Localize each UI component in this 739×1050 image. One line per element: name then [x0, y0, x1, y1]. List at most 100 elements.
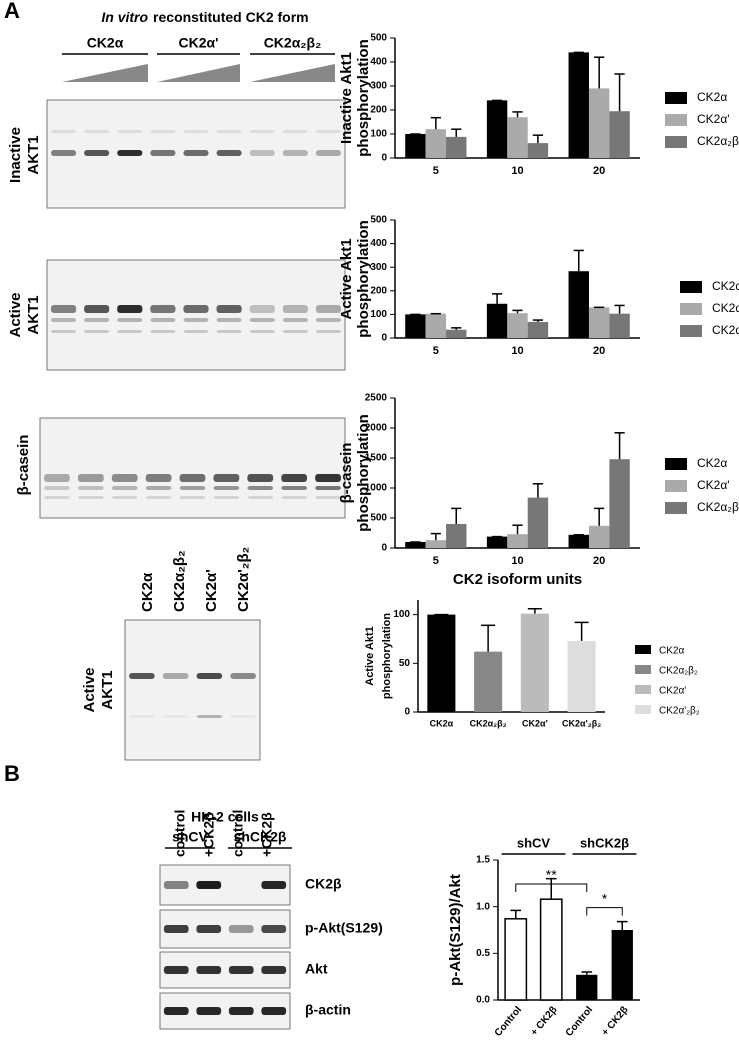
x-tick-label: + CK2β: [529, 1005, 560, 1039]
legend-label: CK2α': [697, 112, 730, 126]
band: [213, 474, 240, 482]
band: [213, 486, 240, 490]
bar: [507, 534, 528, 548]
blot: [124, 619, 261, 761]
legend-swatch: [665, 114, 687, 126]
y-axis-label: phosphorylation: [355, 39, 372, 157]
band: [228, 966, 254, 974]
x-axis-label: CK2 isoform units: [453, 571, 582, 588]
band: [249, 130, 275, 133]
bar: [568, 271, 589, 338]
y-tick-label: 100: [393, 609, 410, 620]
group-label: shCV: [172, 829, 208, 845]
bar: [405, 134, 426, 158]
band: [179, 474, 206, 482]
legend-label: CK2α'₂β₂: [659, 706, 700, 717]
band: [249, 318, 275, 322]
legend-label: CK2α: [712, 279, 739, 293]
y-tick-label: 1500: [365, 453, 388, 464]
y-tick-label: 500: [370, 513, 387, 524]
bar: [567, 640, 596, 712]
error-bar: [527, 608, 542, 614]
bar: [446, 136, 467, 158]
legend-label: CK2α': [712, 301, 739, 315]
band: [183, 330, 209, 333]
band: [163, 966, 189, 974]
bar: [446, 329, 467, 338]
x-tick-label: 20: [593, 345, 605, 357]
y-tick-label: 200: [370, 105, 387, 116]
x-tick-label: 10: [511, 165, 523, 177]
lane-label: control: [172, 810, 188, 857]
bar: [446, 524, 467, 548]
band-label: Akt: [305, 961, 328, 977]
error-bar: [614, 432, 625, 460]
bar: [539, 898, 563, 1001]
band-label: p-Akt(S129): [305, 920, 383, 936]
bar: [425, 129, 447, 158]
band: [145, 486, 172, 490]
y-axis-label: Active Akt1: [364, 626, 376, 686]
band: [230, 673, 256, 679]
significance-bracket: [586, 907, 623, 916]
band: [129, 673, 155, 679]
y-tick-label: 500: [370, 33, 387, 44]
band: [145, 474, 172, 482]
band: [315, 150, 342, 156]
bar: [527, 497, 549, 548]
band: [315, 486, 341, 490]
y-tick-label: 100: [370, 129, 387, 140]
band: [196, 881, 222, 889]
band: [216, 130, 242, 133]
error-bar: [510, 909, 522, 919]
legend-swatch: [635, 645, 651, 654]
y-tick-label: 100: [370, 309, 387, 320]
y-tick-label: 0.0: [476, 995, 490, 1006]
error-bar: [594, 507, 605, 526]
legend-swatch: [665, 458, 687, 470]
bar: [504, 918, 528, 1001]
lane-label: control: [230, 810, 246, 857]
legend-label: CK2α₂β₂: [659, 666, 698, 677]
blot: [39, 417, 346, 519]
legend-swatch: [665, 136, 687, 148]
cells-label: HK-2 cells: [191, 809, 259, 825]
bar: [527, 143, 549, 158]
band: [44, 496, 70, 499]
bar: [474, 651, 503, 712]
band: [213, 496, 240, 499]
bar: [527, 321, 549, 338]
band: [196, 715, 223, 718]
band: [230, 715, 256, 718]
band: [249, 330, 275, 333]
y-tick-label: 400: [370, 238, 387, 249]
x-tick-label: + CK2β: [600, 1005, 631, 1039]
bar: [486, 536, 508, 548]
band: [315, 318, 342, 322]
x-tick-label: 20: [593, 165, 605, 177]
row-label: Active: [7, 292, 24, 337]
band: [216, 318, 242, 322]
band: [282, 318, 308, 322]
panel-title: In vitro reconstituted CK2 form: [101, 9, 308, 25]
band: [281, 496, 308, 499]
band: [261, 1007, 287, 1015]
legend-swatch: [635, 665, 651, 674]
error-bar: [581, 971, 593, 975]
band: [84, 305, 110, 313]
band: [261, 966, 287, 974]
group-label: shCK2β: [580, 835, 629, 850]
band: [50, 305, 77, 313]
legend-swatch: [635, 705, 651, 714]
y-tick-label: 2500: [365, 393, 388, 404]
band: [315, 305, 342, 313]
row-label: AKT1: [25, 135, 42, 174]
y-tick-label: 1.0: [476, 901, 490, 912]
error-bar: [545, 877, 557, 900]
band: [247, 496, 274, 499]
error-bar: [616, 920, 628, 930]
band: [183, 305, 209, 313]
y-tick-label: 0: [381, 543, 387, 554]
band: [315, 330, 342, 333]
